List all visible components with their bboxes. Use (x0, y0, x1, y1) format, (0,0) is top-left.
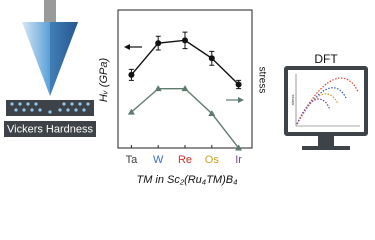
sample-atoms (10, 102, 90, 114)
graphical-abstract: Vickers Hardness TM in Sc₂(Ru₄TM)B₄ Hᵥ (… (4, 0, 368, 186)
data-point (182, 37, 188, 44)
axis-arrow (124, 44, 142, 50)
indenter-shaft (44, 0, 56, 22)
y2-axis-label: stress (256, 67, 267, 94)
monitor-title: DFT (314, 52, 338, 66)
data-point (155, 40, 162, 47)
x-tick-label: Os (205, 154, 220, 166)
indenter-shade (50, 22, 78, 96)
monitor-base (302, 146, 350, 150)
indenter-illustration: Vickers Hardness (4, 0, 96, 137)
data-point (235, 144, 243, 151)
mini-curve (296, 98, 331, 125)
data-point (128, 71, 135, 78)
x-tick-label: W (153, 154, 164, 166)
data-point (154, 85, 162, 92)
data-point (208, 55, 215, 62)
label-box (4, 121, 96, 137)
monitor-stand (318, 136, 334, 146)
x-axis-label: TM in Sc₂(Ru₄TM)B₄ (136, 174, 237, 186)
y-axis-label: Hᵥ (GPa) (98, 58, 110, 103)
data-point (181, 85, 189, 92)
mini-curve (296, 93, 339, 125)
axis-arrow (226, 97, 244, 103)
data-point (127, 108, 135, 115)
monitor-axis-label: stress (290, 95, 295, 106)
data-point (208, 110, 216, 116)
monitor-screen (288, 70, 364, 132)
series-line (130, 87, 240, 149)
x-tick-label: Ta (126, 154, 139, 166)
x-tick-label: Re (178, 154, 192, 166)
mini-curve (296, 77, 359, 125)
data-point (235, 81, 242, 88)
x-tick-label: Ir (235, 154, 242, 166)
monitor-illustration: DFT stress (284, 52, 368, 150)
plot-frame (117, 9, 253, 149)
indenter-label: Vickers Hardness (7, 123, 93, 135)
